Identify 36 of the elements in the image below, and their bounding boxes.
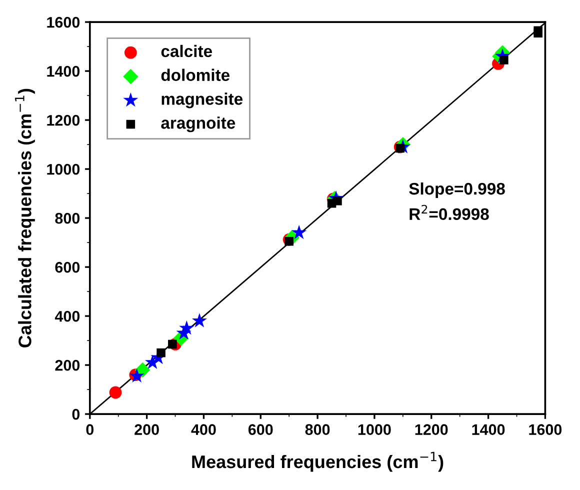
- x-tick-label: 800: [305, 424, 330, 435]
- y-tick-label: 200: [55, 360, 80, 371]
- annotation: Slope=0.998: [409, 182, 505, 198]
- point: [109, 386, 122, 399]
- point: [168, 340, 177, 349]
- point: [534, 28, 542, 38]
- y-axis-title: Calculated frequencies (cm$^{−1}$): [15, 88, 35, 348]
- point: [134, 362, 150, 378]
- y-tick-label: 1600: [47, 16, 80, 28]
- point: [156, 348, 166, 358]
- x-tick-label: 1200: [415, 424, 448, 435]
- legend-label: calcite: [161, 44, 212, 58]
- x-tick-label: 1600: [529, 424, 562, 435]
- x-tick-label: 1000: [358, 424, 391, 435]
- x-tick-label: 1400: [472, 424, 505, 435]
- y-tick-label: 1000: [47, 164, 80, 175]
- x-axis-title: Measured frequencies (cm$^{−1}$): [192, 452, 444, 472]
- y-tick-label: 1400: [47, 66, 80, 77]
- annotation: R$^{2}$=0.9998: [410, 204, 489, 220]
- point: [333, 196, 342, 206]
- point: [179, 320, 194, 335]
- y-tick-label: 600: [55, 262, 80, 273]
- x-tick-label: 600: [248, 424, 273, 435]
- y-tick-label: 400: [54, 310, 80, 322]
- legend-label: aragnoite: [161, 116, 236, 132]
- point: [129, 368, 144, 382]
- y-tick-label: 0: [72, 408, 80, 420]
- x-tick-label: 400: [191, 424, 216, 435]
- y-tick-label: 1200: [47, 114, 80, 126]
- x-tick-label: 0: [86, 424, 94, 435]
- legend-label: dolomite: [161, 68, 230, 81]
- x-tick-label: 200: [134, 424, 159, 435]
- point: [292, 224, 307, 240]
- y-tick-label: 800: [55, 212, 80, 224]
- legend-label: magnesite: [162, 92, 243, 108]
- point: [192, 313, 207, 328]
